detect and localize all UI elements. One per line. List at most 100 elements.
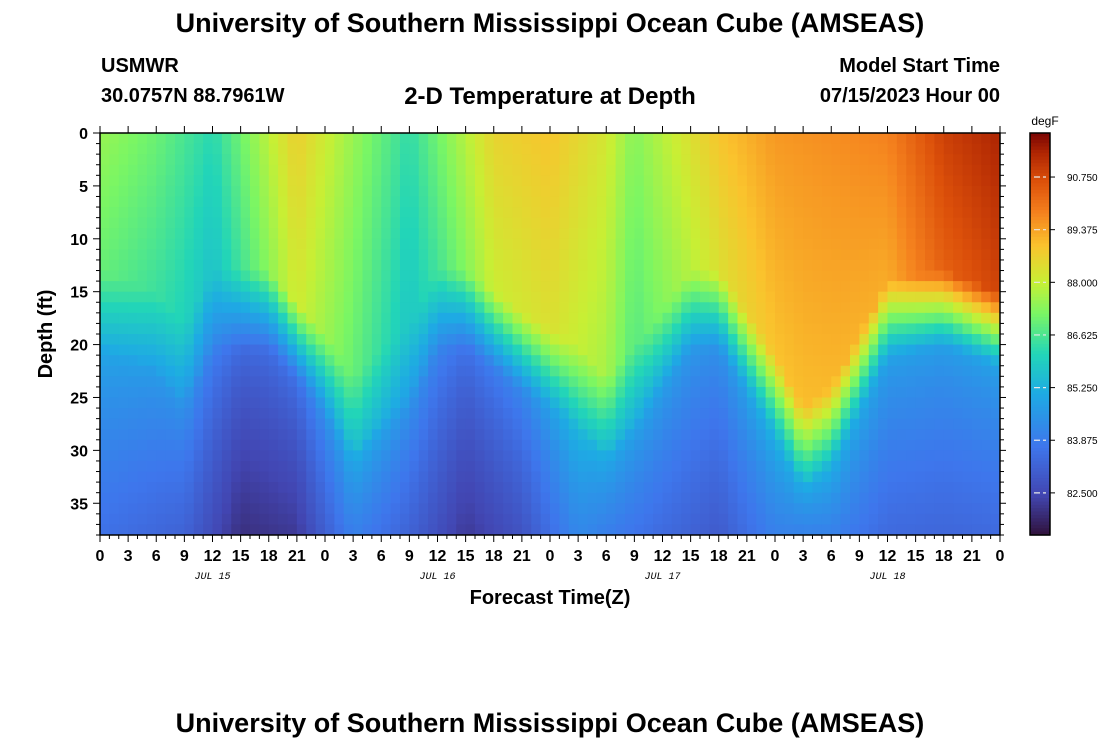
- heatmap-cell: [503, 207, 514, 219]
- heatmap-cell: [278, 185, 289, 198]
- heatmap-cell: [990, 482, 1000, 494]
- heatmap-cell: [212, 365, 223, 377]
- heatmap-cell: [596, 355, 607, 367]
- heatmap-cell: [746, 217, 757, 229]
- heatmap-cell: [334, 291, 345, 303]
- heatmap-cell: [840, 439, 851, 451]
- heatmap-cell: [784, 450, 795, 462]
- heatmap-cell: [212, 471, 223, 483]
- heatmap-cell: [231, 291, 242, 303]
- heatmap-cell: [784, 355, 795, 367]
- heatmap-cell: [540, 323, 551, 335]
- heatmap-cell: [568, 185, 579, 198]
- heatmap-cell: [287, 418, 298, 430]
- heatmap-cell: [587, 460, 598, 473]
- heatmap-cell: [137, 164, 148, 176]
- heatmap-cell: [184, 429, 195, 441]
- heatmap-cell: [803, 344, 814, 356]
- heatmap-cell: [643, 408, 654, 420]
- heatmap-cell: [315, 175, 326, 187]
- heatmap-cell: [812, 471, 823, 483]
- heatmap-cell: [156, 344, 167, 356]
- heatmap-cell: [887, 207, 898, 219]
- heatmap-cell: [934, 418, 945, 430]
- heatmap-cell: [887, 450, 898, 462]
- heatmap-cell: [990, 249, 1000, 261]
- heatmap-cell: [175, 143, 185, 155]
- heatmap-cell: [784, 344, 795, 356]
- heatmap-cell: [953, 270, 964, 282]
- heatmap-cell: [718, 228, 729, 240]
- heatmap-cell: [765, 344, 776, 356]
- heatmap-cell: [306, 408, 317, 420]
- heatmap-cell: [625, 355, 635, 367]
- heatmap-cell: [878, 482, 889, 494]
- colorbar-segment: [1030, 307, 1050, 312]
- heatmap-cell: [465, 418, 476, 430]
- heatmap-cell: [812, 365, 823, 377]
- heatmap-cell: [165, 429, 176, 441]
- heatmap-cell: [240, 196, 251, 208]
- heatmap-cell: [962, 503, 973, 515]
- heatmap-cell: [128, 376, 139, 388]
- heatmap-cell: [578, 281, 589, 293]
- heatmap-cell: [418, 270, 429, 282]
- heatmap-cell: [981, 344, 992, 356]
- heatmap-cell: [559, 249, 570, 261]
- heatmap-cell: [681, 408, 692, 420]
- heatmap-cell: [718, 238, 729, 250]
- heatmap-cell: [840, 238, 851, 250]
- heatmap-cell: [521, 344, 532, 356]
- heatmap-cell: [953, 238, 964, 250]
- heatmap-cell: [212, 524, 223, 535]
- heatmap-cell: [128, 429, 139, 441]
- heatmap-cell: [156, 439, 167, 451]
- heatmap-cell: [118, 291, 129, 303]
- heatmap-cell: [184, 175, 195, 187]
- heatmap-cell: [896, 207, 907, 219]
- heatmap-cell: [381, 238, 392, 250]
- heatmap-cell: [681, 133, 692, 145]
- heatmap-cell: [803, 249, 814, 261]
- heatmap-cell: [475, 238, 485, 250]
- heatmap-cell: [184, 418, 195, 430]
- heatmap-cell: [709, 207, 720, 219]
- heatmap-cell: [615, 429, 626, 441]
- heatmap-cell: [475, 450, 485, 462]
- heatmap-cell: [240, 281, 251, 293]
- heatmap-cell: [240, 397, 251, 409]
- colorbar-segment: [1030, 290, 1050, 295]
- heatmap-cell: [231, 460, 242, 473]
- heatmap-cell: [259, 429, 270, 441]
- heatmap-cell: [175, 365, 185, 377]
- heatmap-cell: [156, 524, 167, 535]
- heatmap-cell: [737, 408, 748, 420]
- heatmap-cell: [615, 503, 626, 515]
- heatmap-cell: [343, 460, 354, 473]
- heatmap-cell: [934, 164, 945, 176]
- heatmap-cell: [465, 355, 476, 367]
- heatmap-cell: [146, 185, 157, 198]
- heatmap-cell: [896, 270, 907, 282]
- heatmap-cell: [315, 217, 326, 229]
- heatmap-cell: [643, 397, 654, 409]
- heatmap-cell: [100, 185, 110, 198]
- heatmap-cell: [437, 164, 448, 176]
- colorbar-frame: [1029, 132, 1051, 536]
- heatmap-cell: [850, 429, 860, 441]
- heatmap-cell: [437, 460, 448, 473]
- heatmap-cell: [381, 291, 392, 303]
- heatmap-cell: [812, 355, 823, 367]
- heatmap-cell: [315, 355, 326, 367]
- heatmap-cell: [690, 492, 701, 504]
- heatmap-cell: [353, 397, 364, 409]
- heatmap-cell: [643, 323, 654, 335]
- heatmap-cell: [615, 133, 626, 145]
- heatmap-cell: [521, 418, 532, 430]
- heatmap-cell: [212, 482, 223, 494]
- heatmap-cell: [821, 281, 832, 293]
- heatmap-cell: [840, 259, 851, 272]
- heatmap-cell: [409, 164, 420, 176]
- heatmap-cell: [887, 513, 898, 526]
- heatmap-cell: [615, 365, 626, 377]
